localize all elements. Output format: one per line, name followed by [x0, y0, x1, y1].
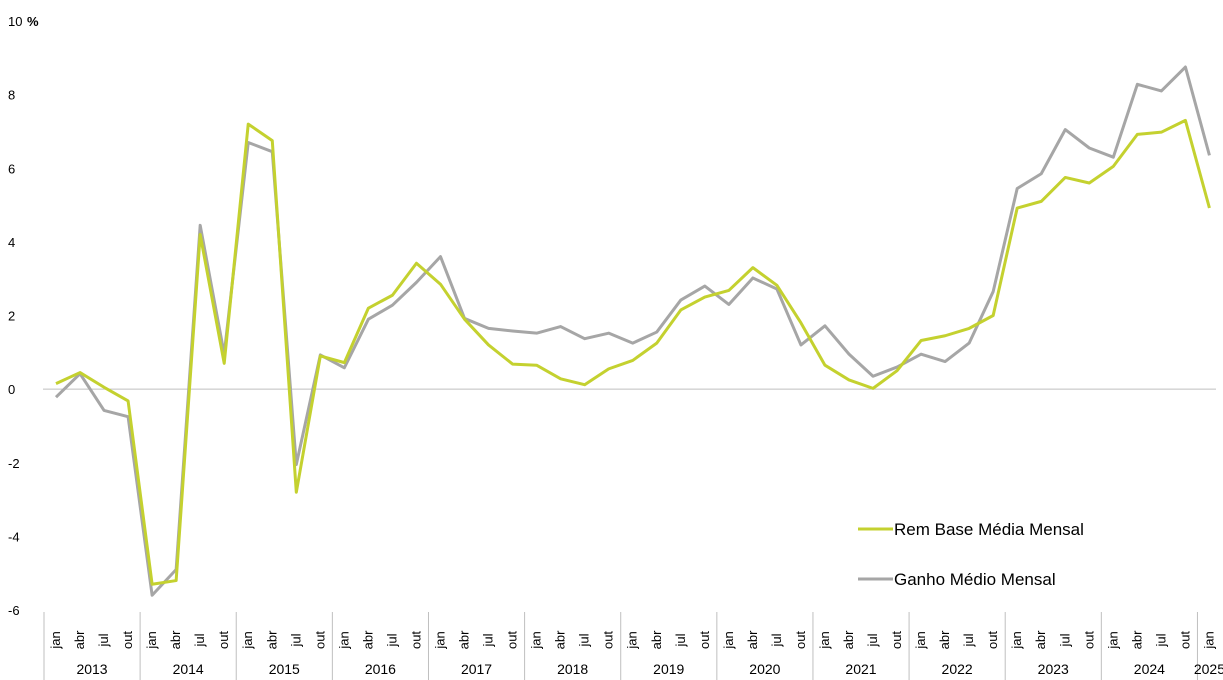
x-tick-label: jan [336, 631, 351, 649]
x-tick-label: abr [553, 630, 568, 649]
x-tick-label: jan [48, 631, 63, 649]
series-line [54, 65, 1211, 597]
x-tick-label: abr [72, 630, 87, 649]
x-tick-label: abr [841, 630, 856, 649]
legend-label: Ganho Médio Mensal [894, 570, 1056, 589]
x-tick-label: out [793, 631, 808, 649]
x-tick-label: out [408, 631, 423, 649]
year-label: 2024 [1134, 661, 1165, 677]
x-tick-label: out [505, 631, 520, 649]
y-tick-label: 6 [8, 161, 15, 176]
x-tick-label: abr [1033, 630, 1048, 649]
x-tick-label: abr [745, 630, 760, 649]
x-tick-label: jan [1009, 631, 1024, 649]
x-tick-label: jan [913, 631, 928, 649]
y-tick-label: 4 [8, 235, 15, 250]
x-tick-label: jul [384, 633, 399, 647]
x-tick-label: jan [432, 631, 447, 649]
year-label: 2016 [365, 661, 396, 677]
x-tick-label: jul [481, 633, 496, 647]
y-tick-label: 0 [8, 382, 15, 397]
year-label: 2020 [749, 661, 780, 677]
series-line [55, 118, 1211, 586]
x-tick-label: out [601, 631, 616, 649]
y-tick-label: -6 [8, 603, 20, 618]
x-tick-label: abr [168, 630, 183, 649]
y-tick-label: 2 [8, 309, 15, 324]
x-tick-label: jul [288, 633, 303, 647]
year-label: 2018 [557, 661, 588, 677]
legend-label: Rem Base Média Mensal [894, 520, 1084, 539]
year-label: 2025 [1194, 661, 1223, 677]
x-tick-label: abr [457, 630, 472, 649]
year-label: 2017 [461, 661, 492, 677]
x-tick-label: jan [1201, 631, 1216, 649]
x-tick-label: jan [721, 631, 736, 649]
x-tick-label: out [120, 631, 135, 649]
year-label: 2022 [942, 661, 973, 677]
x-tick-label: jan [1105, 631, 1120, 649]
year-label: 2021 [845, 661, 876, 677]
x-tick-label: jul [961, 633, 976, 647]
year-label: 2013 [76, 661, 107, 677]
x-tick-label: jul [192, 633, 207, 647]
x-tick-label: jul [1153, 633, 1168, 647]
x-tick-label: abr [937, 630, 952, 649]
x-tick-label: jul [769, 633, 784, 647]
y-tick-label: 10 [8, 14, 22, 29]
x-tick-label: abr [649, 630, 664, 649]
x-tick-label: jul [1057, 633, 1072, 647]
year-label: 2015 [269, 661, 300, 677]
y-tick-label: -4 [8, 529, 20, 544]
x-tick-label: out [216, 631, 231, 649]
x-tick-label: jan [144, 631, 159, 649]
x-tick-label: out [312, 631, 327, 649]
y-tick-label: -2 [8, 456, 20, 471]
x-tick-label: jan [529, 631, 544, 649]
x-tick-label: jan [625, 631, 640, 649]
x-tick-label: out [985, 631, 1000, 649]
x-tick-label: abr [264, 630, 279, 649]
y-tick-label: 8 [8, 88, 15, 103]
x-tick-label: out [889, 631, 904, 649]
x-tick-label: abr [1129, 630, 1144, 649]
x-tick-label: jul [865, 633, 880, 647]
x-tick-label: jul [96, 633, 111, 647]
year-label: 2019 [653, 661, 684, 677]
x-tick-label: out [1177, 631, 1192, 649]
x-tick-label: jan [240, 631, 255, 649]
x-tick-label: out [697, 631, 712, 649]
x-tick-label: jul [577, 633, 592, 647]
x-tick-label: out [1081, 631, 1096, 649]
x-tick-label: abr [360, 630, 375, 649]
x-tick-label: jul [673, 633, 688, 647]
year-label: 2014 [173, 661, 204, 677]
year-label: 2023 [1038, 661, 1069, 677]
x-tick-label: jan [817, 631, 832, 649]
y-unit-label: % [27, 14, 39, 29]
